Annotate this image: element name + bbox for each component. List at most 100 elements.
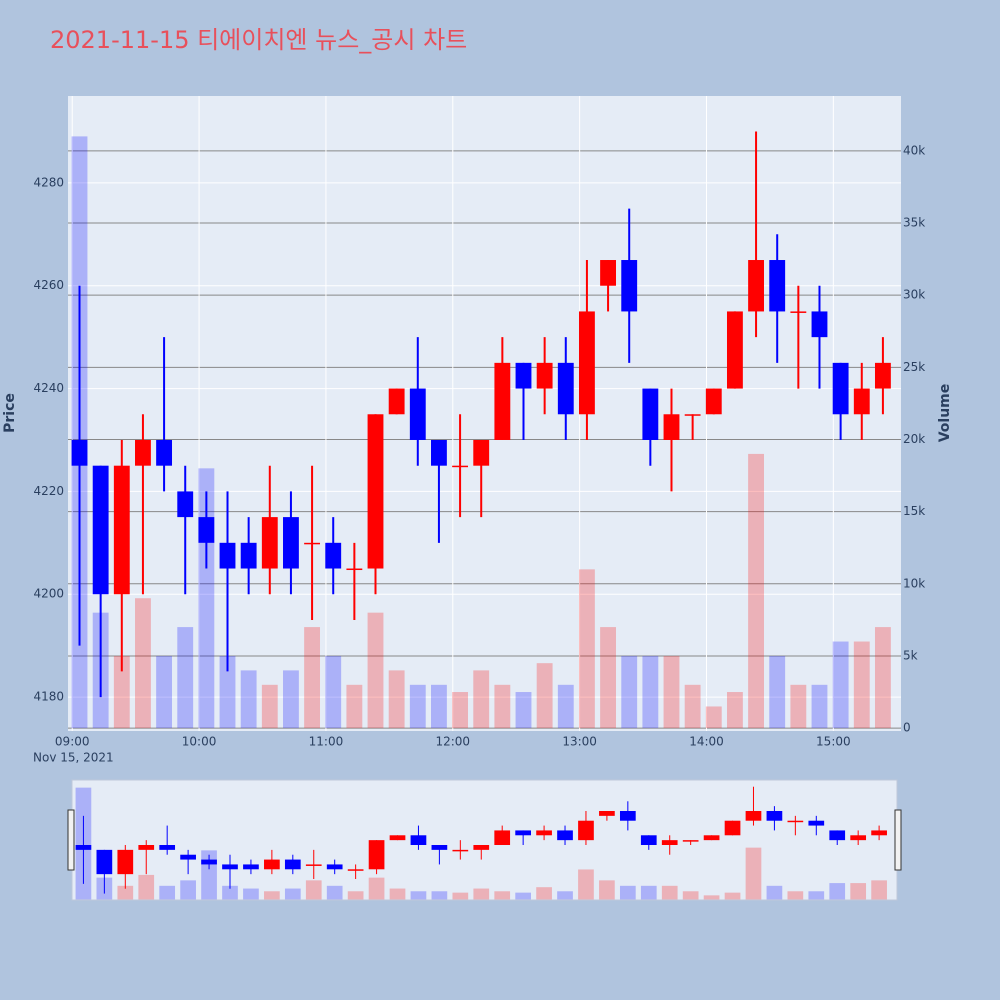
candle-body: [557, 362, 574, 415]
volume-bar: [661, 885, 678, 900]
candle-body: [325, 542, 342, 569]
volume-bar: [368, 877, 385, 900]
volume-bar: [726, 692, 743, 729]
candle-body: [769, 260, 786, 312]
volume-bar: [367, 612, 384, 729]
candle-body: [790, 311, 807, 313]
volume-bar: [748, 453, 764, 729]
volume-bar: [578, 569, 595, 729]
y2-tick-label: 40k: [903, 143, 925, 157]
volume-bar: [557, 684, 574, 729]
candle-body: [240, 542, 257, 569]
y-tick-label: 4240: [33, 381, 64, 395]
y2-tick-label: 10k: [903, 576, 925, 590]
volume-bar: [621, 655, 638, 729]
volume-bar: [284, 888, 301, 900]
candle-body: [388, 388, 405, 415]
candle-body: [705, 388, 722, 415]
volume-bar: [787, 891, 804, 900]
candle-body: [304, 542, 321, 545]
candle-body: [452, 465, 469, 468]
candle-body: [409, 388, 426, 440]
x-tick-label: 09:00: [55, 735, 90, 749]
volume-bar: [829, 883, 846, 900]
volume-bar: [159, 885, 176, 900]
volume-bar: [808, 891, 825, 900]
candle-body: [198, 517, 215, 543]
candle-body: [117, 849, 134, 875]
candle-body: [138, 845, 155, 850]
y2-tick-label: 15k: [903, 504, 925, 518]
x-tick-label: 15:00: [816, 735, 851, 749]
x-date-label: Nov 15, 2021: [33, 751, 114, 765]
candle-body: [177, 491, 194, 518]
candle-body: [261, 517, 278, 569]
volume-bar: [264, 891, 280, 900]
volume-bar: [853, 641, 870, 729]
candle-body: [724, 820, 741, 836]
volume-bar: [305, 880, 322, 900]
candle-body: [766, 810, 783, 821]
volume-bar: [557, 891, 573, 900]
candle-body: [243, 864, 259, 870]
candle-body: [515, 362, 532, 389]
volume-bar: [347, 891, 364, 900]
candle-body: [619, 810, 636, 821]
candle-body: [201, 859, 217, 865]
volume-bar: [663, 655, 680, 729]
candle-body: [621, 260, 638, 312]
range-handle[interactable]: [894, 809, 902, 871]
candle-body: [661, 840, 678, 846]
y-tick-label: 4260: [33, 278, 64, 292]
candle-body: [222, 864, 238, 870]
candle-body: [829, 830, 846, 841]
volume-bar: [219, 655, 236, 729]
volume-bar: [138, 874, 155, 900]
volume-bar: [578, 869, 594, 900]
candle-body: [874, 362, 891, 389]
volume-bar: [682, 891, 699, 900]
candle-body: [640, 835, 657, 846]
y2-tick-label: 5k: [903, 648, 918, 662]
candle-body: [703, 835, 720, 841]
candle-body: [599, 810, 615, 816]
volume-bar: [832, 641, 849, 729]
volume-bar: [790, 684, 807, 729]
y2-tick-label: 35k: [903, 216, 925, 230]
volume-bar: [473, 670, 490, 729]
volume-bar: [452, 892, 469, 900]
candle-body: [410, 835, 427, 846]
volume-bar: [243, 888, 259, 900]
candle-body: [726, 311, 743, 389]
candle-body: [346, 568, 363, 571]
volume-bar: [600, 627, 616, 729]
candle-body: [748, 260, 764, 312]
candle-body: [682, 840, 699, 842]
volume-bar: [389, 888, 406, 900]
volume-bar: [388, 670, 405, 729]
y-tick-label: 4200: [33, 587, 64, 601]
candle-body: [515, 830, 531, 836]
volume-bar: [135, 598, 151, 729]
candle-body: [284, 859, 301, 870]
candle-body: [578, 311, 595, 415]
volume-bar: [325, 655, 342, 729]
x-tick-label: 11:00: [309, 735, 344, 749]
candle-body: [473, 845, 490, 850]
volume-bar: [346, 684, 363, 729]
candle-body: [113, 465, 130, 595]
candle-body: [219, 542, 236, 569]
range-handle[interactable]: [67, 809, 75, 871]
candle-body: [180, 854, 196, 860]
candle-body: [536, 362, 553, 389]
volume-bar: [326, 885, 343, 900]
candle-body: [745, 810, 762, 821]
candle-body: [92, 465, 109, 595]
candle-body: [663, 414, 680, 440]
x-tick-label: 14:00: [689, 735, 724, 749]
range-slider[interactable]: [71, 779, 898, 901]
candle-body: [135, 439, 151, 466]
plot-area: [68, 96, 901, 731]
y-tick-label: 4220: [33, 484, 64, 498]
volume-bar: [811, 684, 828, 729]
